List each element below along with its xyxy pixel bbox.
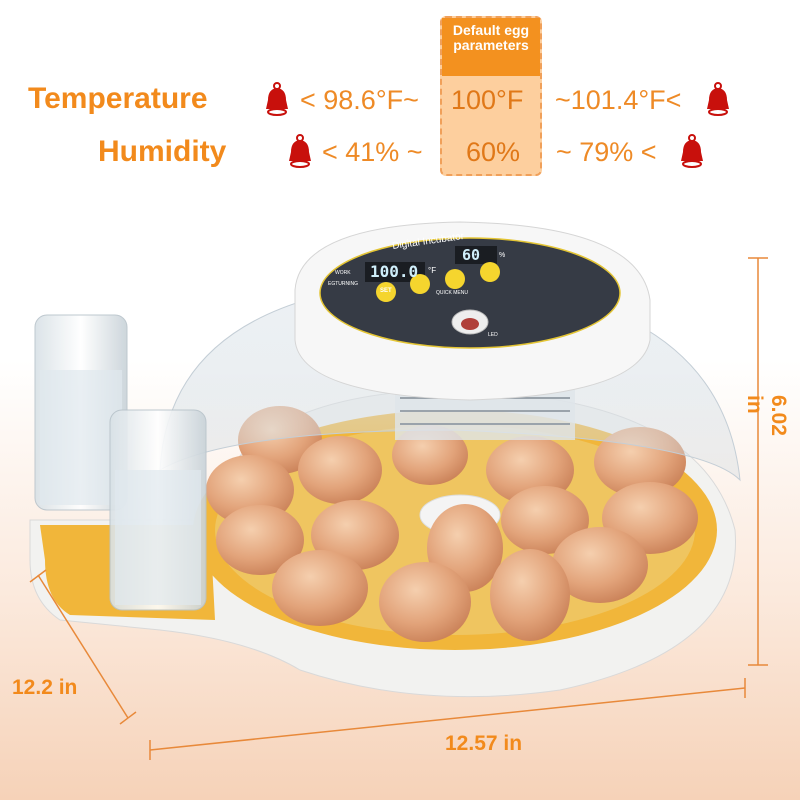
temp-display-bg	[365, 262, 425, 282]
bell-alarm-icon	[703, 82, 733, 116]
egg	[216, 505, 304, 575]
temperature-low-alarm: < 98.6°F~	[300, 85, 419, 115]
egg	[490, 549, 570, 641]
led-label: LED	[488, 332, 498, 338]
light-button	[480, 262, 500, 282]
temperature-default: 100°F	[451, 85, 524, 115]
temperature-label: Temperature	[28, 82, 208, 115]
humidity-readout: 60	[462, 246, 481, 264]
humidity-display-bg	[455, 246, 497, 264]
led-lens	[461, 318, 479, 330]
width-dimension: 12.57 in	[445, 732, 523, 755]
set-button-label[interactable]: SET	[380, 288, 392, 294]
default-parameters-title: Default egg parameters	[442, 18, 540, 76]
depth-dimension: 12.2 in	[12, 676, 78, 699]
humidity-default: 60%	[466, 137, 521, 167]
humidity-label: Humidity	[98, 135, 227, 168]
egg	[501, 486, 589, 554]
set-button	[376, 282, 396, 302]
plus-button	[410, 274, 430, 294]
work-indicator: WORK	[335, 270, 351, 276]
water-level-back	[40, 370, 122, 505]
minus-button	[445, 269, 465, 289]
default-parameters-box: Default egg parameters	[440, 16, 542, 176]
egg	[552, 527, 648, 603]
bell-alarm-icon	[677, 134, 707, 168]
dimension-lines	[29, 257, 768, 760]
egg-turning-indicator: EGTURNING	[328, 281, 358, 287]
temperature-high-alarm: ~101.4°F<	[555, 85, 682, 115]
egg	[379, 562, 471, 642]
bell-alarm-icon	[262, 82, 292, 116]
humidity-unit: %	[499, 252, 506, 259]
egg	[272, 550, 368, 626]
humidity-high-alarm: ~ 79% <	[556, 137, 657, 167]
egg	[298, 436, 382, 504]
water-level-front	[115, 470, 201, 605]
temperature-readout: 100.0	[370, 262, 419, 281]
quick-menu-label: QUICK MENU	[436, 290, 468, 296]
temperature-unit: °F	[428, 266, 437, 275]
humidity-low-alarm: < 41% ~	[322, 137, 423, 167]
height-dimension: 6.02 in	[743, 395, 790, 436]
bell-alarm-icon	[285, 134, 315, 168]
